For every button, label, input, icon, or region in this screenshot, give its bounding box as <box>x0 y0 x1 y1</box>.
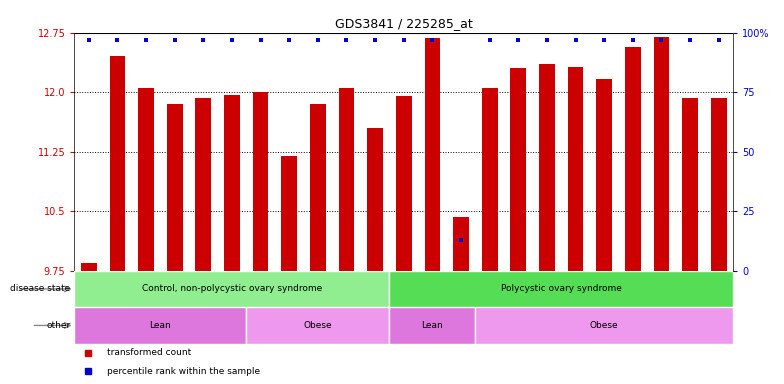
Point <box>140 37 152 43</box>
Bar <box>367 128 383 271</box>
Bar <box>246 307 390 344</box>
Bar <box>390 307 475 344</box>
Bar <box>597 79 612 271</box>
Point <box>254 37 267 43</box>
Text: other: other <box>46 321 71 330</box>
Text: disease state: disease state <box>10 285 71 293</box>
Bar <box>281 156 297 271</box>
Bar <box>195 98 211 271</box>
Bar <box>390 271 733 307</box>
Point <box>569 37 582 43</box>
Bar <box>74 271 390 307</box>
Bar <box>654 36 670 271</box>
Point <box>397 37 410 43</box>
Point <box>226 37 238 43</box>
Bar <box>424 38 441 271</box>
Text: Obese: Obese <box>590 321 619 330</box>
Bar <box>475 307 733 344</box>
Bar <box>224 95 240 271</box>
Bar <box>74 307 246 344</box>
Text: transformed count: transformed count <box>107 348 191 357</box>
Point <box>541 37 554 43</box>
Bar <box>81 263 96 271</box>
Bar <box>138 88 154 271</box>
Bar <box>310 104 325 271</box>
Bar <box>510 68 526 271</box>
Point <box>512 37 524 43</box>
Title: GDS3841 / 225285_at: GDS3841 / 225285_at <box>335 17 473 30</box>
Point <box>455 237 467 243</box>
Text: Lean: Lean <box>150 321 171 330</box>
Bar <box>167 104 183 271</box>
Text: Control, non-polycystic ovary syndrome: Control, non-polycystic ovary syndrome <box>142 285 322 293</box>
Bar <box>396 96 412 271</box>
Point <box>368 37 381 43</box>
Bar <box>453 217 469 271</box>
Bar <box>252 92 268 271</box>
Bar <box>568 67 583 271</box>
Point <box>626 37 639 43</box>
Point <box>197 37 209 43</box>
Point <box>169 37 181 43</box>
Text: Lean: Lean <box>422 321 443 330</box>
Point <box>684 37 696 43</box>
Bar <box>625 47 641 271</box>
Bar <box>711 98 727 271</box>
Bar <box>539 65 555 271</box>
Text: Obese: Obese <box>303 321 332 330</box>
Point <box>484 37 496 43</box>
Bar <box>482 88 498 271</box>
Point <box>82 37 95 43</box>
Point <box>598 37 611 43</box>
Point <box>655 37 668 43</box>
Point <box>311 37 324 43</box>
Bar <box>682 98 698 271</box>
Point <box>713 37 725 43</box>
Text: percentile rank within the sample: percentile rank within the sample <box>107 367 260 376</box>
Point <box>426 37 439 43</box>
Point <box>340 37 353 43</box>
Point <box>283 37 296 43</box>
Text: Polycystic ovary syndrome: Polycystic ovary syndrome <box>501 285 622 293</box>
Bar <box>110 56 125 271</box>
Point <box>111 37 124 43</box>
Bar <box>339 88 354 271</box>
